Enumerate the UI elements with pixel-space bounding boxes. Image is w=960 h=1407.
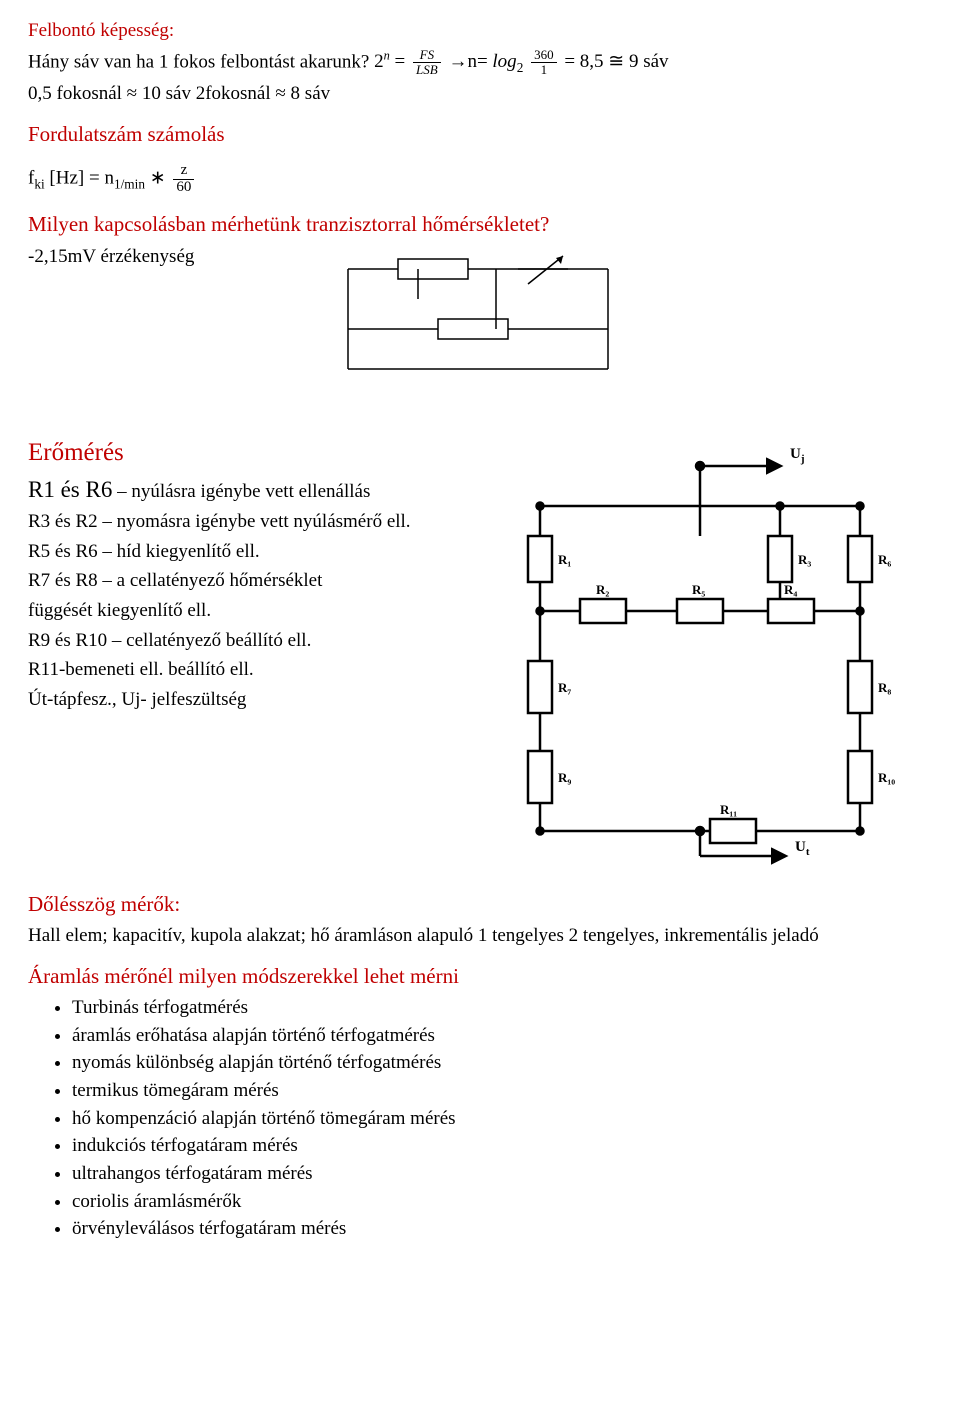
- flow-list: Turbinás térfogatmérés áramlás erőhatása…: [28, 995, 932, 1242]
- force-l8: Út-tápfesz., Uj- jelfeszültség: [28, 687, 458, 713]
- force-l2: R3 és R2 – nyomásra igénybe vett nyúlásm…: [28, 509, 458, 535]
- svg-text:R₆: R₆: [878, 552, 891, 567]
- force-l6: R9 és R10 – cellatényező beállító ell.: [28, 628, 458, 654]
- resolution-section: Felbontó képesség: Hány sáv van ha 1 fok…: [28, 18, 932, 106]
- svg-text:R₈: R₈: [878, 680, 891, 695]
- svg-text:R₄: R₄: [784, 582, 797, 597]
- bridge-schematic: [318, 244, 638, 394]
- force-title: Erőmérés: [28, 439, 124, 466]
- list-item: ultrahangos térfogatáram mérés: [72, 1161, 932, 1187]
- svg-text:R₇: R₇: [558, 680, 571, 695]
- list-item: termikus tömegáram mérés: [72, 1078, 932, 1104]
- resolution-title: Felbontó képesség:: [28, 20, 174, 41]
- svg-text:R₉: R₉: [558, 770, 571, 785]
- sensitivity-text: -2,15mV érzékenység: [28, 244, 278, 270]
- force-l3: R5 és R6 – híd kiegyenlítő ell.: [28, 539, 458, 565]
- svg-text:R₅: R₅: [692, 582, 705, 597]
- r1r6-label: R1 és R6: [28, 477, 112, 502]
- list-item: coriolis áramlásmérők: [72, 1189, 932, 1215]
- svg-text:R₂: R₂: [596, 582, 609, 597]
- svg-text:Uj: Uj: [790, 446, 805, 465]
- bridge-circuit-diagram: Uj Ut R₁ R₂ R₃ R₄ R₅ R₆ R₇ R₈ R₉ R₁₀ R₁₁: [480, 436, 920, 866]
- force-measure-section: Erőmérés R1 és R6 – nyúlásra igénybe vet…: [28, 436, 932, 866]
- force-l4: R7 és R8 – a cellatényező hőmérséklet: [28, 568, 458, 594]
- svg-text:R₃: R₃: [798, 552, 811, 567]
- resolution-examples: 0,5 fokosnál ≈ 10 sáv 2fokosnál ≈ 8 sáv: [28, 81, 932, 107]
- list-item: hő kompenzáció alapján történő tömegáram…: [72, 1106, 932, 1132]
- list-item: Turbinás térfogatmérés: [72, 995, 932, 1021]
- flow-title: Áramlás mérőnél milyen módszerekkel lehe…: [28, 964, 459, 988]
- resolution-question: Hány sáv van ha 1 fokos felbontást akaru…: [28, 51, 369, 72]
- rpm-title: Fordulatszám számolás: [28, 122, 225, 146]
- list-item: örvényleválásos térfogatáram mérés: [72, 1216, 932, 1242]
- list-item: nyomás különbség alapján történő térfoga…: [72, 1050, 932, 1076]
- force-l7: R11-bemeneti ell. beállító ell.: [28, 657, 458, 683]
- rpm-formula: fki [Hz] = n1/min ∗ z60: [28, 163, 932, 196]
- svg-text:R₁: R₁: [558, 552, 571, 567]
- tilt-title: Dőlésszög mérők:: [28, 892, 180, 916]
- force-l5: függését kiegyenlítő ell.: [28, 598, 458, 624]
- resolution-equation: 2n = FSLSB →n= log2 3601 = 8,5 ≅ 9 sáv: [374, 51, 668, 72]
- list-item: indukciós térfogatáram mérés: [72, 1133, 932, 1159]
- list-item: áramlás erőhatása alapján történő térfog…: [72, 1023, 932, 1049]
- svg-text:R₁₁: R₁₁: [720, 802, 737, 817]
- svg-text:R₁₀: R₁₀: [878, 770, 895, 785]
- tilt-body: Hall elem; kapacitív, kupola alakzat; hő…: [28, 923, 932, 949]
- transistor-title: Milyen kapcsolásban mérhetünk tranziszto…: [28, 212, 549, 236]
- svg-text:Ut: Ut: [795, 839, 810, 858]
